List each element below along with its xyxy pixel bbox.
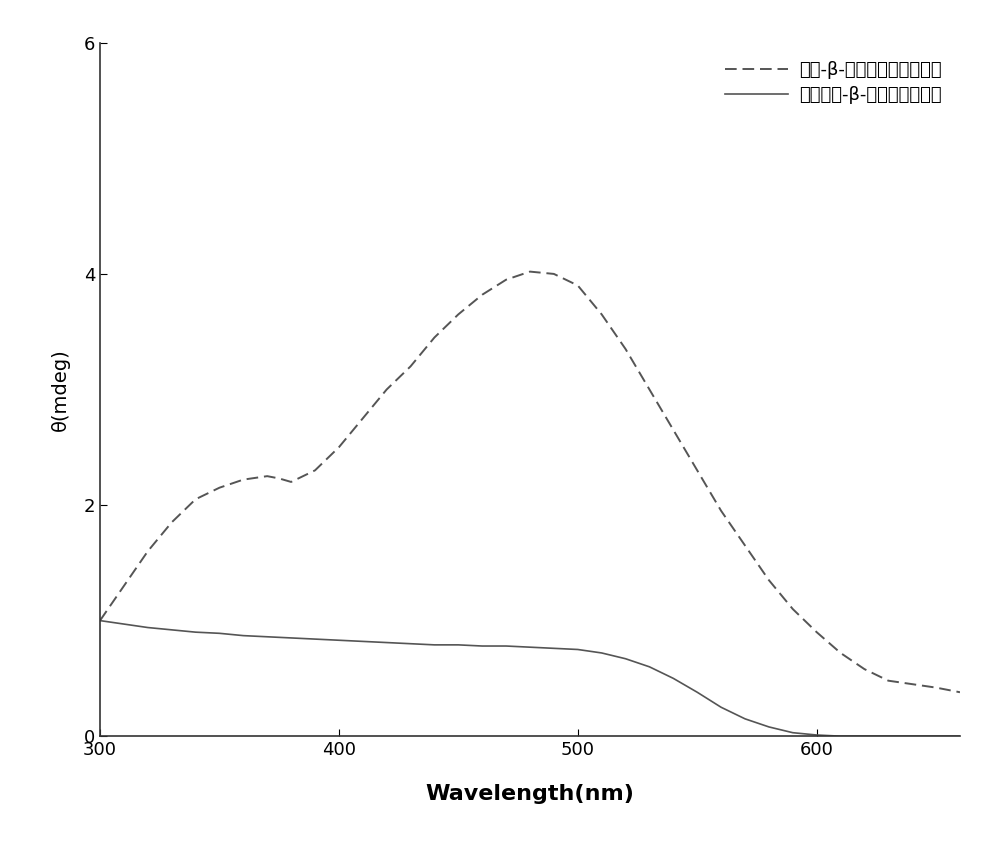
甲基-β-环糖精掺杂的聚苯胺	[190, 494, 202, 504]
不加甲基-β-环糖精的聚苯胺	[596, 648, 608, 658]
甲基-β-环糖精掺杂的聚苯胺	[213, 483, 225, 493]
不加甲基-β-环糖精的聚苯胺	[715, 702, 727, 712]
甲基-β-环糖精掺杂的聚苯胺	[835, 648, 847, 658]
不加甲基-β-环糖精的聚苯胺	[381, 638, 393, 648]
不加甲基-β-环糖精的聚苯胺	[476, 641, 488, 651]
不加甲基-β-环糖精的聚苯胺	[333, 635, 345, 645]
不加甲基-β-环糖精的聚苯胺	[811, 730, 823, 740]
甲基-β-环糖精掺杂的聚苯胺	[142, 546, 154, 556]
甲基-β-环糖精掺杂的聚苯胺	[643, 384, 655, 395]
甲基-β-环糖精掺杂的聚苯胺	[620, 344, 632, 354]
X-axis label: Wavelength(nm): Wavelength(nm)	[426, 784, 634, 804]
甲基-β-环糖精掺杂的聚苯胺	[237, 474, 249, 484]
不加甲基-β-环糖精的聚苯胺	[882, 731, 894, 741]
甲基-β-环糖精掺杂的聚苯胺	[357, 413, 369, 424]
Legend: 甲基-β-环糖精掺杂的聚苯胺, 不加甲基-β-环糖精的聚苯胺: 甲基-β-环糖精掺杂的聚苯胺, 不加甲基-β-环糖精的聚苯胺	[716, 52, 951, 113]
甲基-β-环糖精掺杂的聚苯胺	[309, 466, 321, 476]
甲基-β-环糖精掺杂的聚苯胺	[691, 466, 703, 476]
甲基-β-环糖精掺杂的聚苯胺	[405, 361, 417, 372]
甲基-β-环糖精掺杂的聚苯胺	[524, 266, 536, 276]
甲基-β-环糖精掺杂的聚苯胺	[548, 269, 560, 279]
不加甲基-β-环糖精的聚苯胺	[94, 615, 106, 626]
甲基-β-环糖精掺杂的聚苯胺	[333, 443, 345, 453]
甲基-β-环糖精掺杂的聚苯胺	[476, 289, 488, 300]
不加甲基-β-环糖精的聚苯胺	[763, 722, 775, 732]
甲基-β-环糖精掺杂的聚苯胺	[261, 471, 273, 481]
不加甲基-β-环糖精的聚苯胺	[261, 632, 273, 642]
不加甲基-β-环糖精的聚苯胺	[787, 728, 799, 738]
甲基-β-环糖精掺杂的聚苯胺	[118, 581, 130, 591]
甲基-β-环糖精掺杂的聚苯胺	[858, 664, 870, 675]
不加甲基-β-环糖精的聚苯胺	[213, 628, 225, 639]
不加甲基-β-环糖精的聚苯胺	[190, 627, 202, 637]
Line: 不加甲基-β-环糖精的聚苯胺: 不加甲基-β-环糖精的聚苯胺	[100, 621, 960, 736]
不加甲基-β-环糖精的聚苯胺	[357, 636, 369, 646]
甲基-β-环糖精掺杂的聚苯胺	[715, 506, 727, 516]
甲基-β-环糖精掺杂的聚苯胺	[572, 281, 584, 291]
不加甲基-β-环糖精的聚苯胺	[237, 631, 249, 641]
甲基-β-环糖精掺杂的聚苯胺	[811, 627, 823, 637]
不加甲基-β-环糖精的聚苯胺	[858, 731, 870, 741]
不加甲基-β-环糖精的聚苯胺	[930, 731, 942, 741]
不加甲基-β-环糖精的聚苯胺	[405, 639, 417, 649]
甲基-β-环糖精掺杂的聚苯胺	[500, 275, 512, 285]
甲基-β-环糖精掺杂的聚苯胺	[285, 477, 297, 487]
不加甲基-β-环糖精的聚苯胺	[667, 673, 679, 683]
甲基-β-环糖精掺杂的聚苯胺	[94, 615, 106, 626]
甲基-β-环糖精掺杂的聚苯胺	[739, 540, 751, 550]
Y-axis label: θ(mdeg): θ(mdeg)	[51, 348, 70, 431]
不加甲基-β-环糖精的聚苯胺	[835, 731, 847, 741]
不加甲基-β-环糖精的聚苯胺	[118, 619, 130, 629]
甲基-β-环糖精掺杂的聚苯胺	[930, 682, 942, 693]
甲基-β-环糖精掺杂的聚苯胺	[596, 309, 608, 319]
不加甲基-β-环糖精的聚苯胺	[285, 633, 297, 643]
不加甲基-β-环糖精的聚苯胺	[452, 639, 464, 650]
不加甲基-β-环糖精的聚苯胺	[620, 654, 632, 664]
甲基-β-环糖精掺杂的聚苯胺	[667, 425, 679, 435]
甲基-β-环糖精掺杂的聚苯胺	[906, 679, 918, 689]
不加甲基-β-环糖精的聚苯胺	[524, 642, 536, 652]
不加甲基-β-环糖精的聚苯胺	[906, 731, 918, 741]
不加甲基-β-环糖精的聚苯胺	[954, 731, 966, 741]
不加甲基-β-环糖精的聚苯胺	[142, 622, 154, 633]
甲基-β-环糖精掺杂的聚苯胺	[428, 332, 440, 342]
甲基-β-环糖精掺杂的聚苯胺	[954, 687, 966, 698]
甲基-β-环糖精掺杂的聚苯胺	[273, 473, 285, 484]
甲基-β-环糖精掺杂的聚苯胺	[787, 604, 799, 615]
不加甲基-β-环糖精的聚苯胺	[428, 639, 440, 650]
不加甲基-β-环糖精的聚苯胺	[739, 714, 751, 724]
不加甲基-β-环糖精的聚苯胺	[572, 645, 584, 655]
不加甲基-β-环糖精的聚苯胺	[643, 662, 655, 672]
甲基-β-环糖精掺杂的聚苯胺	[166, 517, 178, 527]
不加甲基-β-环糖精的聚苯胺	[166, 625, 178, 635]
不加甲基-β-环糖精的聚苯胺	[548, 643, 560, 653]
不加甲基-β-环糖精的聚苯胺	[500, 641, 512, 651]
甲基-β-环糖精掺杂的聚苯胺	[763, 575, 775, 586]
不加甲基-β-环糖精的聚苯胺	[309, 634, 321, 645]
甲基-β-环糖精掺杂的聚苯胺	[452, 309, 464, 319]
Line: 甲基-β-环糖精掺杂的聚苯胺: 甲基-β-环糖精掺杂的聚苯胺	[100, 271, 960, 693]
甲基-β-环糖精掺杂的聚苯胺	[381, 384, 393, 395]
甲基-β-环糖精掺杂的聚苯胺	[882, 675, 894, 686]
不加甲基-β-环糖精的聚苯胺	[691, 687, 703, 698]
